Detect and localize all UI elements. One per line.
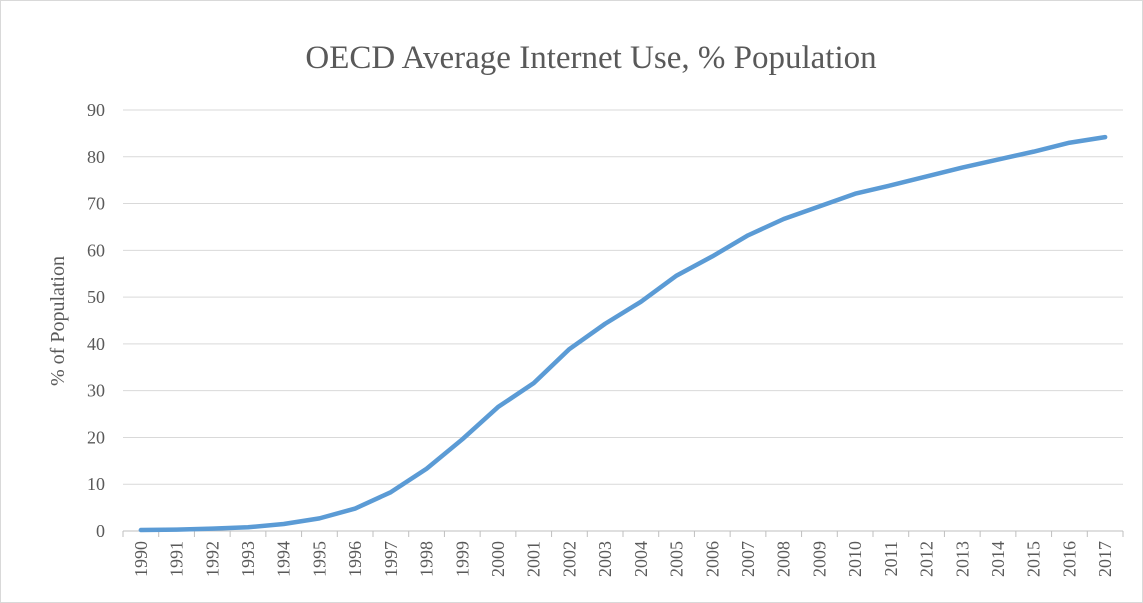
y-tick-label: 50 (87, 287, 105, 307)
x-tick-label: 2016 (1059, 541, 1079, 577)
chart-title: OECD Average Internet Use, % Population (305, 40, 876, 76)
gridlines (123, 109, 1123, 485)
x-tick-label: 1995 (309, 541, 329, 577)
x-tick-label: 2002 (559, 541, 579, 577)
y-tick-label: 70 (87, 194, 105, 214)
x-tick-label: 2001 (524, 541, 544, 577)
y-axis-label: % of Population (47, 256, 69, 386)
x-axis-ticks: 1990 1991 1992 1993 1994 1995 1996 1997 1998 1999… (131, 541, 1115, 577)
x-tick-label: 1990 (131, 541, 151, 577)
x-tick-label: 2004 (631, 541, 651, 577)
x-tick-label: 1997 (381, 541, 401, 577)
x-tick-label: 1992 (202, 541, 222, 577)
x-tick-label: 2000 (488, 541, 508, 577)
x-tick-label: 2003 (595, 541, 615, 577)
y-tick-label: 80 (87, 147, 105, 167)
x-tick-label: 1993 (238, 541, 258, 577)
x-tick-label: 2009 (809, 541, 829, 577)
x-tick-label: 1998 (417, 541, 437, 577)
x-tick-label: 2006 (702, 541, 722, 577)
x-tick-label: 2010 (845, 541, 865, 577)
y-tick-label: 40 (87, 334, 105, 354)
y-tick-label: 10 (87, 474, 105, 494)
x-axis (122, 530, 1124, 537)
x-tick-label: 2005 (667, 541, 687, 577)
x-tick-label: 2008 (774, 541, 794, 577)
y-tick-label: 0 (96, 521, 105, 541)
y-tick-label: 30 (87, 381, 105, 401)
x-tick-label: 1994 (274, 541, 294, 577)
x-tick-label: 2012 (917, 541, 937, 577)
y-tick-label: 20 (87, 427, 105, 447)
x-tick-label: 2007 (738, 541, 758, 577)
x-tick-label: 1996 (345, 541, 365, 577)
x-tick-label: 2013 (952, 541, 972, 577)
y-tick-label: 90 (87, 100, 105, 120)
series-layer (138, 134, 1108, 533)
x-tick-label: 2014 (988, 541, 1008, 577)
x-tick-label: 2011 (881, 541, 901, 576)
x-tick-label: 1999 (452, 541, 472, 577)
series-line-0 (138, 134, 1108, 533)
y-axis-ticks: 0 10 20 30 40 50 60 70 80 90 (87, 100, 105, 541)
x-tick-label: 2015 (1024, 541, 1044, 577)
y-tick-label: 60 (87, 240, 105, 260)
x-tick-label: 1991 (167, 541, 187, 577)
x-tick-label: 2017 (1095, 541, 1115, 577)
